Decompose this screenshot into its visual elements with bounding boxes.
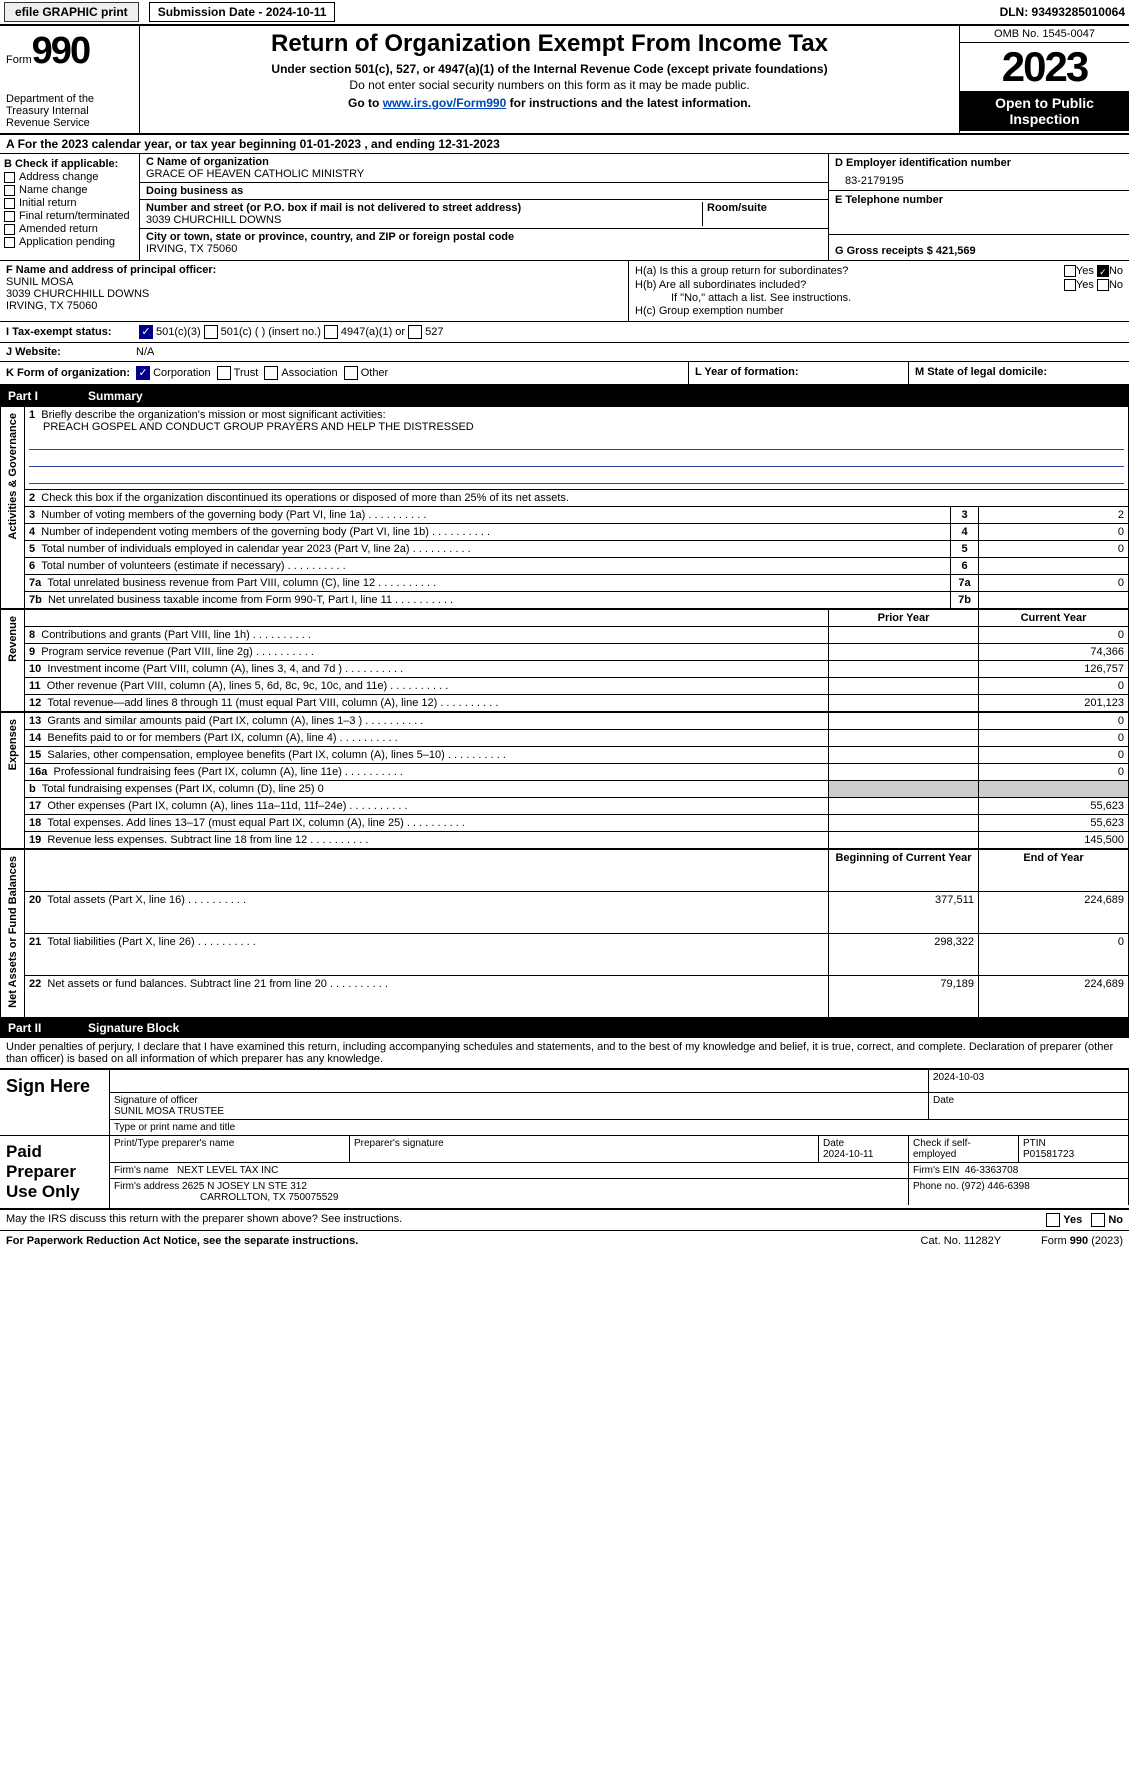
col-f: F Name and address of principal officer:… [0,261,629,321]
form-title: Return of Organization Exempt From Incom… [148,30,951,58]
section-b-row: B Check if applicable: Address change Na… [0,154,1129,261]
firm-name: NEXT LEVEL TAX INC [177,1165,278,1176]
ein: 83-2179195 [835,169,1123,187]
form-label: Form [6,54,32,66]
efile-button[interactable]: efile GRAPHIC print [4,2,139,22]
may-discuss-row: May the IRS discuss this return with the… [0,1209,1129,1230]
line-a: A For the 2023 calendar year, or tax yea… [0,135,1129,154]
form-note: Do not enter social security numbers on … [148,78,951,92]
submission-date: Submission Date - 2024-10-11 [149,2,336,22]
dln: DLN: 93493285010064 [1000,5,1125,19]
chk-initial: Initial return [4,197,135,209]
chk-final: Final return/terminated [4,210,135,222]
org-street: 3039 CHURCHILL DOWNS [146,214,281,226]
chk-pending: Application pending [4,236,135,248]
sign-date: 2024-10-03 [929,1070,1129,1092]
ha-no-checked[interactable]: ✓ [1097,265,1109,277]
row-i: I Tax-exempt status: ✓501(c)(3) 501(c) (… [0,322,1129,343]
netassets-table: Net Assets or Fund BalancesBeginning of … [0,849,1129,1018]
firm-phone: (972) 446-6398 [961,1181,1029,1192]
summary-table: Activities & Governance 1 Briefly descri… [0,406,1129,609]
col-c: C Name of organizationGRACE OF HEAVEN CA… [140,154,829,260]
col-deg: D Employer identification number83-21791… [829,154,1129,260]
officer-name: SUNIL MOSA [6,276,73,288]
part1-header: Part ISummary [0,386,1129,406]
part2-header: Part IISignature Block [0,1018,1129,1038]
form-subtitle: Under section 501(c), 527, or 4947(a)(1)… [148,62,951,76]
penalty-text: Under penalties of perjury, I declare th… [0,1038,1129,1068]
chk-address: Address change [4,171,135,183]
org-city: IRVING, TX 75060 [146,243,237,255]
ptin: P01581723 [1023,1149,1074,1160]
col-b: B Check if applicable: Address change Na… [0,154,140,260]
footer: For Paperwork Reduction Act Notice, see … [0,1230,1129,1251]
mission-text: PREACH GOSPEL AND CONDUCT GROUP PRAYERS … [29,421,474,433]
chk-name: Name change [4,184,135,196]
omb-number: OMB No. 1545-0047 [960,26,1129,43]
row-klm: K Form of organization: ✓Corporation Tru… [0,362,1129,386]
tax-year: 2023 [960,43,1129,91]
revenue-table: RevenuePrior YearCurrent Year8 Contribut… [0,609,1129,712]
top-bar: efile GRAPHIC print Submission Date - 20… [0,0,1129,26]
form-header: Form990 Department of the Treasury Inter… [0,26,1129,135]
paid-preparer-row: Paid Preparer Use Only Print/Type prepar… [0,1136,1129,1209]
501c3-checked: ✓ [139,325,153,339]
firm-ein: 46-3363708 [965,1165,1018,1176]
goto-line: Go to www.irs.gov/Form990 for instructio… [148,96,951,110]
expense-table: Expenses13 Grants and similar amounts pa… [0,712,1129,849]
website-value: N/A [136,346,154,358]
section-fh: F Name and address of principal officer:… [0,261,1129,322]
col-h: H(a) Is this a group return for subordin… [629,261,1129,321]
dept-label: Department of the Treasury Internal Reve… [6,93,133,129]
goto-link[interactable]: www.irs.gov/Form990 [383,96,507,110]
side-governance: Activities & Governance [7,409,19,544]
sign-here-row: Sign Here 2024-10-03 Signature of office… [0,1070,1129,1136]
prep-date: 2024-10-11 [823,1149,873,1160]
org-name: GRACE OF HEAVEN CATHOLIC MINISTRY [146,168,364,180]
officer-sig-name: SUNIL MOSA TRUSTEE [114,1106,224,1117]
form-number: 990 [32,30,89,72]
gross-receipts: G Gross receipts $ 421,569 [835,245,976,257]
open-inspection: Open to Public Inspection [960,91,1129,131]
row-j: J Website: N/A [0,343,1129,362]
chk-amended: Amended return [4,223,135,235]
